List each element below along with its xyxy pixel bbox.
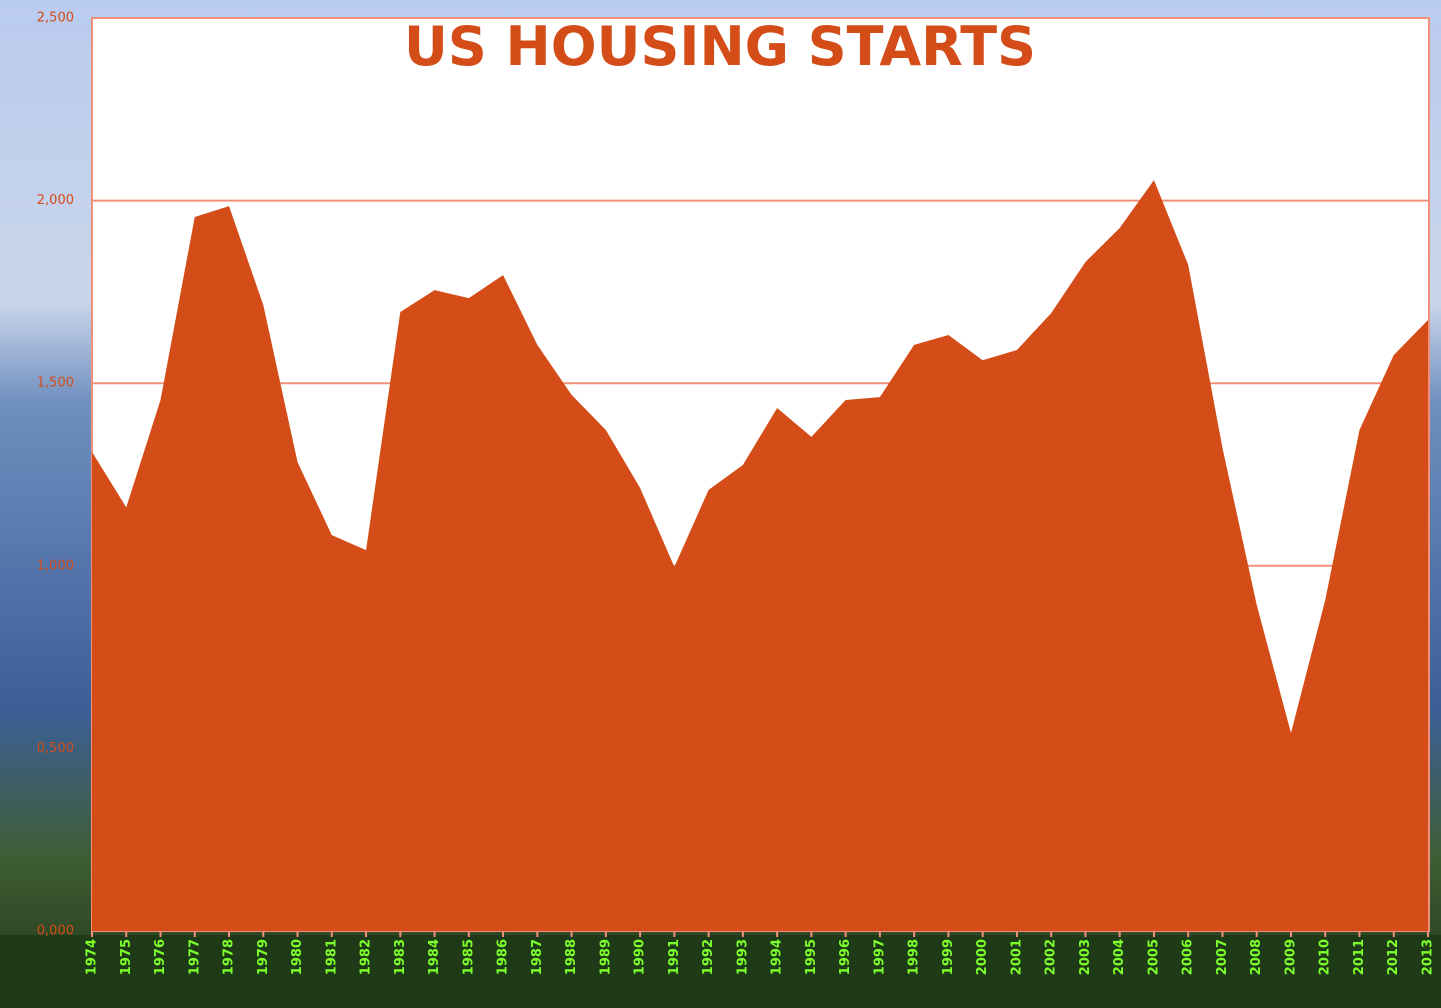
x-tick-label: 1987 <box>530 939 545 975</box>
x-tick-label: 2001 <box>1009 939 1024 975</box>
x-tick-label: 2006 <box>1181 939 1196 975</box>
labels: 0,000 0,500 1,000 1,500 2,000 2,500 1974 1975 19… <box>37 11 1436 976</box>
chart-title: US HOUSING STARTS <box>404 15 1036 78</box>
x-tick-label: 1976 <box>153 939 168 975</box>
x-tick-label: 1974 <box>85 939 100 975</box>
tree-band <box>0 935 1441 1008</box>
x-tick-label: 1984 <box>427 939 442 975</box>
x-tick-label: 1982 <box>359 939 374 975</box>
x-tick-label: 2007 <box>1215 939 1230 975</box>
y-tick-label: 2,000 <box>37 193 74 208</box>
x-tick-label: 1997 <box>872 939 887 975</box>
x-tick-label: 2000 <box>975 939 990 975</box>
x-tick-label: 2012 <box>1386 939 1401 975</box>
x-tick-label: 1979 <box>256 939 271 975</box>
y-tick-label: 0,000 <box>37 924 74 939</box>
y-tick-label: 0,500 <box>37 741 74 756</box>
x-tick-label: 1993 <box>735 939 750 975</box>
x-tick-label: 1977 <box>187 939 202 975</box>
x-tick-label: 2010 <box>1318 939 1333 975</box>
x-tick-label: 1998 <box>907 939 922 975</box>
x-tick-label: 1990 <box>633 939 648 975</box>
x-tick-label: 1992 <box>701 939 716 975</box>
x-tick-label: 1983 <box>393 939 408 975</box>
y-tick-label: 2,500 <box>37 11 74 26</box>
x-tick-label: 1999 <box>941 939 956 975</box>
x-tick-label: 2003 <box>1078 939 1093 975</box>
x-tick-label: 1988 <box>564 939 579 975</box>
x-tick-label: 1991 <box>667 939 682 975</box>
marks <box>92 180 1428 931</box>
x-tick-label: 2011 <box>1352 939 1367 975</box>
x-tick-label: 1986 <box>496 939 511 975</box>
x-tick-label: 2002 <box>1044 939 1059 975</box>
x-tick-label: 1989 <box>598 939 613 975</box>
x-tick-label: 1996 <box>838 939 853 975</box>
x-tick-label: 1995 <box>804 939 819 975</box>
y-tick-label: 1,000 <box>37 558 74 573</box>
x-tick-label: 2005 <box>1146 939 1161 975</box>
area <box>92 180 1428 931</box>
x-tick-label: 2013 <box>1421 939 1436 975</box>
x-tick-label: 1980 <box>290 939 305 975</box>
y-tick-label: 1,500 <box>37 376 74 391</box>
x-tick-label: 1994 <box>770 939 785 975</box>
x-tick-label: 2009 <box>1283 939 1298 975</box>
x-tick-label: 2004 <box>1112 939 1127 975</box>
x-tick-label: 1978 <box>222 939 237 975</box>
x-tick-label: 2008 <box>1249 939 1264 975</box>
x-tick-label: 1985 <box>461 939 476 975</box>
x-tick-label: 1981 <box>324 939 339 975</box>
x-tick-label: 1975 <box>119 939 134 975</box>
